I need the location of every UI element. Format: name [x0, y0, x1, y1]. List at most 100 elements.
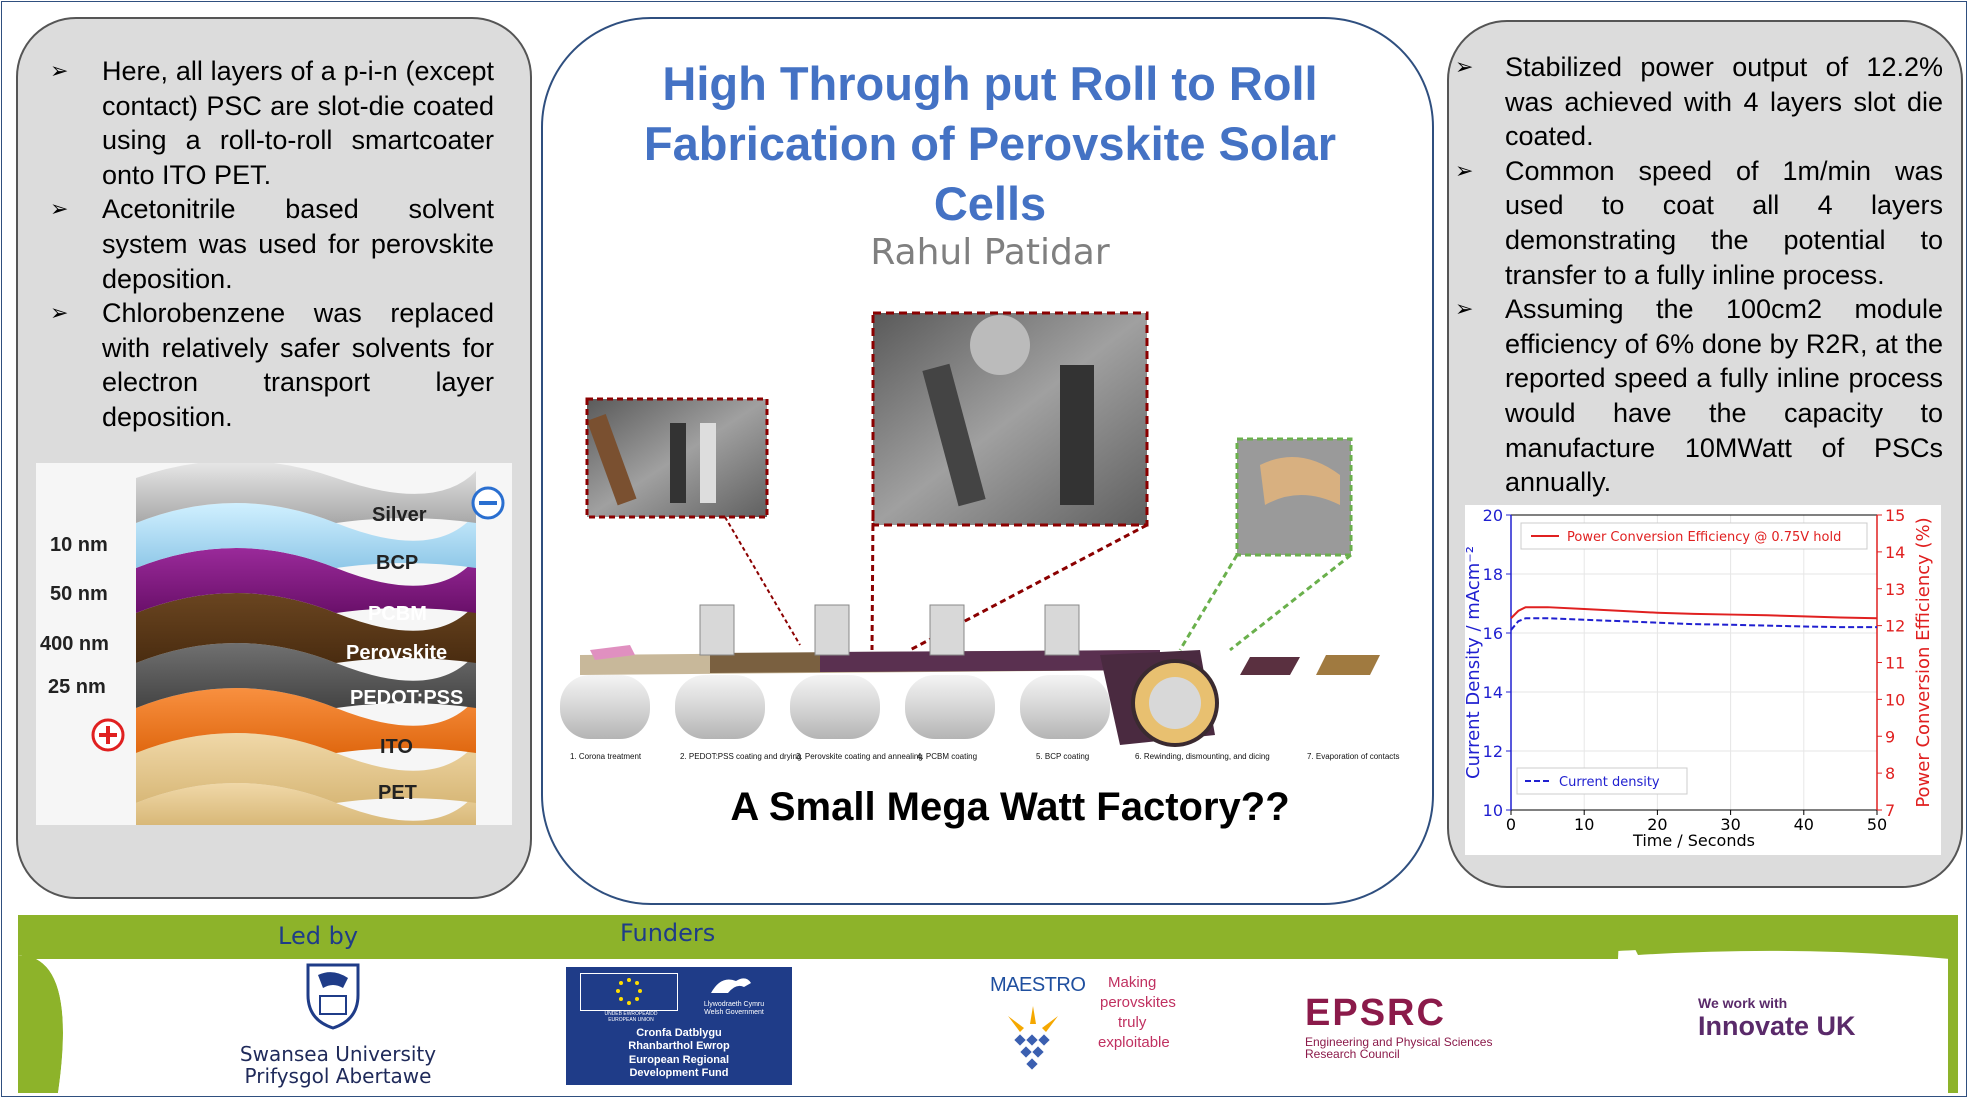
funders-label: Funders [620, 919, 716, 947]
chart-y-tick-label: 20 [1483, 506, 1503, 525]
footer-band: Led by Funders Swansea University Prifys… [18, 915, 1958, 1093]
eu-text-1: UNDEB EWROPEAIDD [604, 1011, 658, 1017]
arrow-bullet-icon: ➢ [1455, 296, 1474, 322]
step-caption-7: 7. Evaporation of contacts [1307, 752, 1400, 761]
chart-x-tick-label: 50 [1867, 815, 1887, 834]
roller-4 [905, 675, 995, 739]
step-caption-3: 3. Perovskite coating and annealing [796, 752, 923, 761]
step-caption-5: 5. BCP coating [1036, 752, 1089, 761]
step-caption-6: 6. Rewinding, dismounting, and dicing [1135, 752, 1270, 761]
layer-label-bcp: BCP [376, 552, 418, 574]
swansea-name-2: Prifysgol Abertawe [244, 1064, 432, 1088]
chart-legend-current-label: Current density [1559, 775, 1660, 790]
chart-y2-tick-label: 8 [1885, 764, 1895, 783]
layer-label-ito: ITO [380, 736, 413, 758]
left-bullet-2-text: Acetonitrile based solvent system was us… [102, 194, 494, 294]
chart-x-tick-label: 30 [1720, 815, 1740, 834]
chart-y-tick-label: 12 [1483, 742, 1503, 761]
footer-swoosh [18, 915, 1958, 1093]
maestro-tag-4: exploitable [1098, 1034, 1170, 1051]
right-bullet-3: ➢ Assuming the 100cm2 module efficiency o… [1455, 292, 1943, 500]
chart-y-tick-label: 10 [1483, 801, 1503, 820]
arrow-bullet-icon: ➢ [50, 196, 69, 222]
slot-die-4 [1044, 604, 1080, 656]
photo-inset-right [1235, 437, 1353, 557]
left-bullet-3-text: Chlorobenzene was replaced with relative… [102, 298, 494, 432]
poster-title: High Through put Roll to Roll Fabricatio… [643, 57, 1337, 230]
chart-y2-axis-label: Power Conversion Efficiency (%) [1913, 517, 1934, 807]
innovate-small-text: We work with [1698, 995, 1788, 1011]
innovate-uk-logo: We work with Innovate UK [1678, 995, 1898, 1055]
left-bullet-2: ➢ Acetonitrile based solvent system was u… [50, 192, 494, 296]
right-bullet-2-text: Common speed of 1m/min was used to coat … [1505, 155, 1943, 290]
chart-y2-tick-label: 14 [1885, 543, 1905, 562]
right-bullet-1: ➢ Stabilized power output of 12.2% was ac… [1455, 50, 1943, 154]
eu-fund-line-4: Development Fund [629, 1067, 729, 1079]
eu-text-2: EUROPEAN UNION [608, 1017, 654, 1023]
eu-regional-fund-logo: UNDEB EWROPEAIDD EUROPEAN UNION Llywodra… [566, 967, 792, 1085]
diced-modules [1240, 655, 1380, 675]
roller-5 [1020, 675, 1110, 739]
maestro-wordmark: MAESTRO [990, 974, 1086, 996]
poster-author: Rahul Patidar [870, 232, 1110, 273]
photo-inset-center [871, 311, 1149, 527]
chart-series-current-line [1510, 617, 1877, 631]
step-caption-1: 1. Corona treatment [570, 752, 642, 761]
thickness-label-400nm: 400 nm [40, 633, 109, 655]
layer-label-pcbm: PCBM [368, 603, 427, 625]
maestro-logo: MAESTRO Making perovskites truly exploit… [988, 970, 1176, 1080]
epsrc-logo: EPSRC Engineering and Physical Sciences … [1303, 993, 1583, 1063]
maestro-tag-1: Making [1108, 974, 1157, 991]
epsrc-sub-2: Research Council [1305, 1047, 1400, 1061]
stability-chart: 0 10 20 30 40 50101214161820789101112131415Ti… [1465, 505, 1941, 855]
chart-y2-tick-label: 7 [1885, 801, 1895, 820]
layer-label-pedot: PEDOT:PSS [350, 687, 463, 709]
left-bullet-list: ➢ Here, all layers of a p-i-n (except con… [50, 54, 494, 435]
chart-x-tick-label: 40 [1794, 815, 1814, 834]
swansea-logo: Swansea University Prifysgol Abertawe [198, 960, 478, 1090]
slot-die-1 [699, 604, 735, 656]
chart-series-pce-line [1510, 606, 1878, 620]
right-bullet-3-text: Assuming the 100cm2 module efficiency of… [1505, 294, 1943, 498]
layer-stack-diagram: Silver BCP PCBM Perovskite PEDOT:PSS ITO… [36, 463, 512, 825]
eu-flag-icon [580, 973, 678, 1011]
chart-x-tick-label: 0 [1506, 815, 1516, 834]
chart-y2-tick-label: 13 [1885, 580, 1905, 599]
rewind-roll [1100, 650, 1219, 747]
slot-die-3 [929, 604, 965, 656]
left-bullet-1: ➢ Here, all layers of a p-i-n (except con… [50, 54, 494, 192]
chart-y-axis-label: Current Density / mAcm⁻² [1465, 546, 1484, 779]
layer-label-perovskite: Perovskite [346, 642, 447, 664]
thickness-label-50nm: 50 nm [50, 583, 108, 605]
chart-x-tick-label: 10 [1574, 815, 1594, 834]
right-bullet-2: ➢ Common speed of 1m/min was used to coat… [1455, 154, 1943, 292]
step-caption-4: 4. PCBM coating [917, 752, 977, 761]
roller-2 [675, 675, 765, 739]
chart-x-tick-label: 20 [1647, 815, 1667, 834]
step-caption-2: 2. PEDOT:PSS coating and drying [680, 752, 801, 761]
r2r-process-diagram: 1. Corona treatment 2. PEDOT:PSS coating… [560, 311, 1400, 761]
arrow-bullet-icon: ➢ [50, 300, 69, 326]
poster-subtitle: A Small Mega Watt Factory?? [730, 785, 1290, 829]
right-bullet-list: ➢ Stabilized power output of 12.2% was ac… [1455, 50, 1943, 500]
epsrc-wordmark: EPSRC [1305, 992, 1446, 1034]
led-by-label: Led by [278, 922, 359, 950]
swansea-crest-icon [306, 963, 360, 1030]
plus-terminal-icon [91, 718, 125, 752]
chart-legend-top-box [1520, 522, 1868, 550]
right-bullet-1-text: Stabilized power output of 12.2% was ach… [1505, 52, 1943, 152]
arrow-bullet-icon: ➢ [1455, 54, 1474, 79]
chart-x-axis-label: Time / Seconds [1632, 831, 1755, 850]
swansea-name-1: Swansea University [239, 1042, 437, 1066]
chart-y-tick-label: 14 [1483, 683, 1503, 702]
wales-dragon-icon [706, 973, 756, 999]
chart-y2-tick-label: 12 [1885, 617, 1905, 636]
maestro-tag-2: perovskites [1100, 994, 1176, 1011]
chart-y-tick-label: 18 [1483, 565, 1503, 584]
innovate-wordmark: Innovate UK [1698, 1011, 1856, 1041]
layer-label-silver: Silver [372, 504, 427, 526]
slot-die-2 [814, 604, 850, 656]
layer-label-pet: PET [378, 782, 417, 804]
wales-text-1: Llywodraeth Cymru [703, 1001, 765, 1008]
